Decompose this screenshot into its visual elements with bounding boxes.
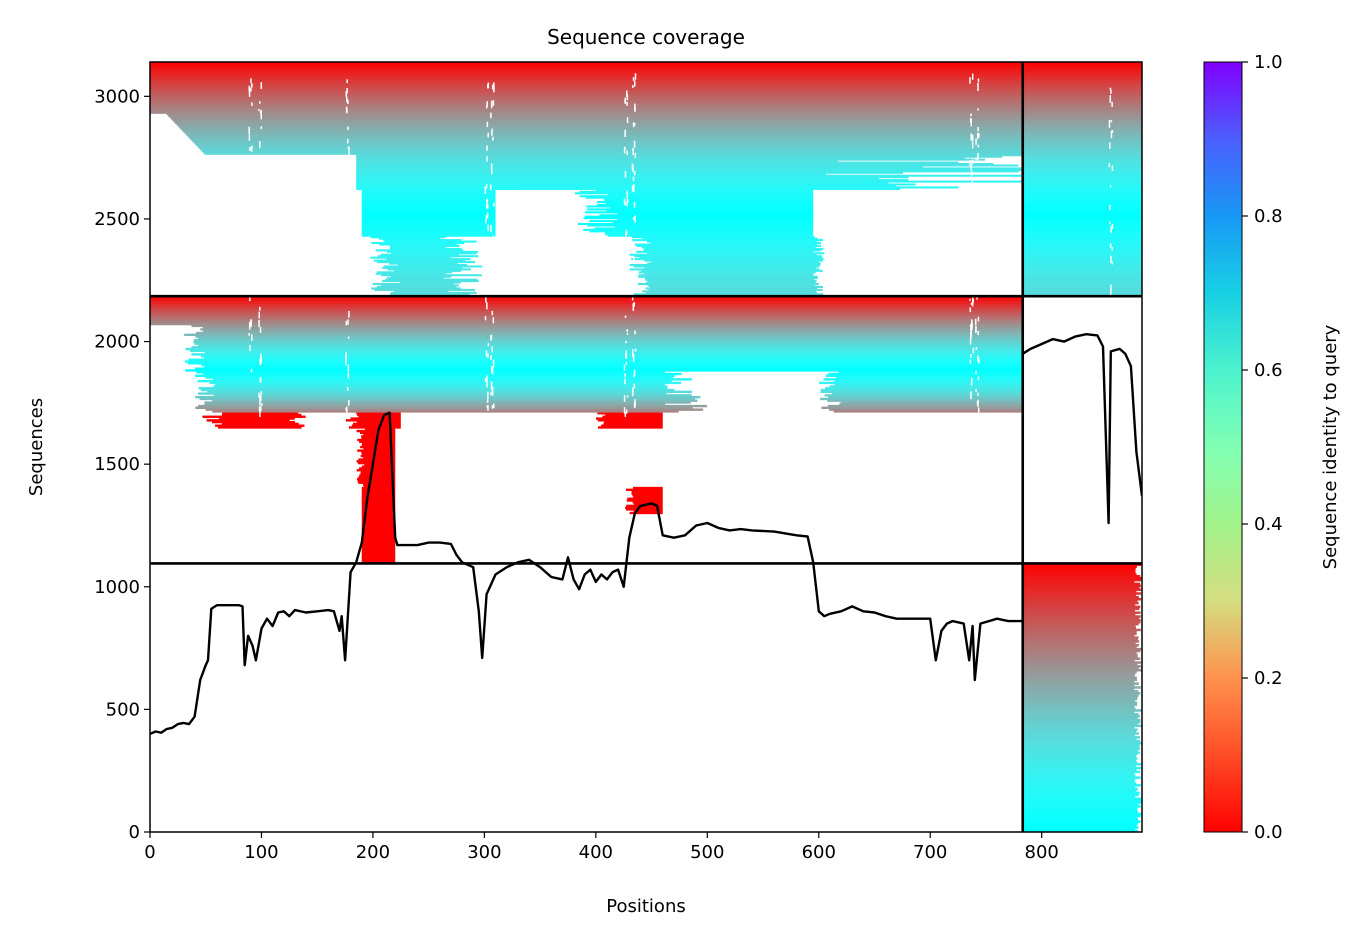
colorbar-tick-label: 1.0	[1254, 52, 1283, 73]
coverage-line-layer	[150, 333, 1142, 736]
x-tick-label: 600	[802, 842, 836, 863]
colorbar-ticks: 0.0 0.2 0.4 0.6 0.8 1.0	[1242, 52, 1283, 843]
y-tick-label: 3000	[94, 86, 140, 107]
plot-frame	[149, 61, 1143, 833]
x-tick-label: 100	[244, 842, 278, 863]
colorbar-tick-label: 0.2	[1254, 668, 1283, 689]
colorbar-tick-label: 0.0	[1254, 822, 1283, 843]
x-tick-label: 500	[690, 842, 724, 863]
x-axis-label: Positions	[606, 896, 685, 917]
colorbar-tick-label: 0.8	[1254, 206, 1283, 227]
colorbar-gradient	[1203, 61, 1243, 833]
y-tick-label: 2000	[94, 332, 140, 353]
colorbar-label: Sequence identity to query	[1320, 324, 1341, 569]
y-axis-label: Sequences	[26, 398, 47, 496]
x-axis: 0 100 200 300 400 500 600 700 800	[144, 832, 1059, 863]
y-tick-label: 2500	[94, 209, 140, 230]
coverage-line	[150, 333, 1142, 736]
x-tick-label: 800	[1025, 842, 1059, 863]
y-tick-label: 500	[106, 699, 140, 720]
x-tick-label: 300	[467, 842, 501, 863]
y-tick-label: 1000	[94, 577, 140, 598]
chart-title: Sequence coverage	[547, 25, 745, 49]
y-axis: 0 500 1000 1500 2000 2500 3000	[94, 86, 150, 843]
y-tick-label: 0	[129, 822, 140, 843]
x-tick-label: 0	[144, 842, 155, 863]
chain-boundaries	[150, 62, 1142, 832]
coverage-heatmap	[150, 62, 1142, 832]
colorbar-tick-label: 0.4	[1254, 514, 1283, 535]
x-tick-label: 200	[356, 842, 390, 863]
y-tick-label: 1500	[94, 454, 140, 475]
colorbar: 0.0 0.2 0.4 0.6 0.8 1.0 Sequence identity to …	[1203, 52, 1341, 843]
x-tick-label: 400	[579, 842, 613, 863]
colorbar-tick-label: 0.6	[1254, 360, 1283, 381]
x-tick-label: 700	[913, 842, 947, 863]
